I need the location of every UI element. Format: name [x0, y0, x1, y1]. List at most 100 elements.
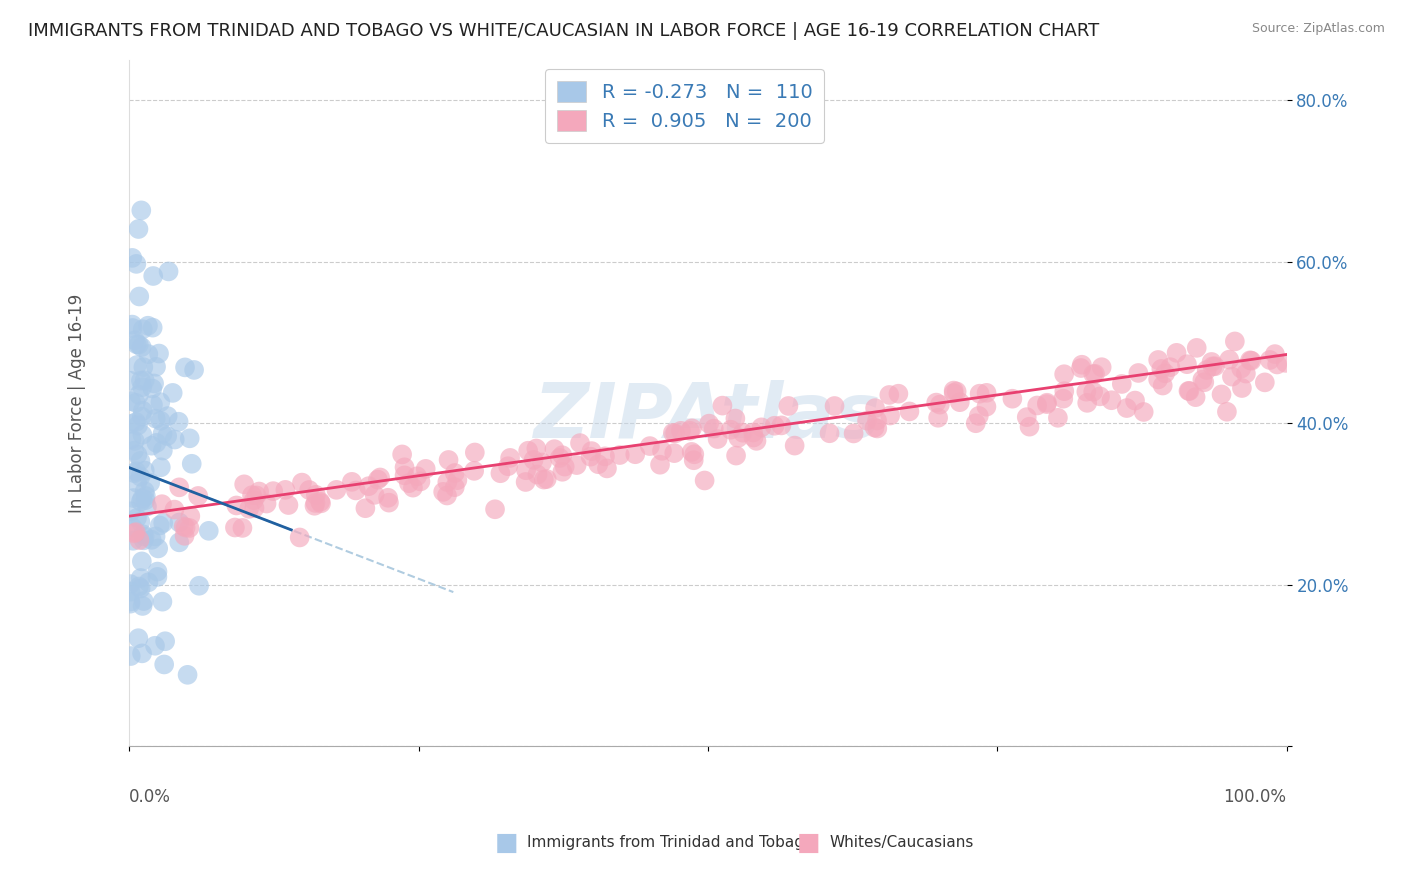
- Point: [523, 453, 546, 467]
- Point: [132, 404, 155, 418]
- Text: 0.0%: 0.0%: [129, 788, 172, 805]
- Point: [149, 518, 172, 533]
- Point: [125, 358, 148, 372]
- Point: [969, 386, 991, 401]
- Point: [569, 436, 592, 450]
- Point: [1204, 359, 1226, 374]
- Point: [305, 488, 328, 502]
- Point: [548, 450, 571, 465]
- Point: [409, 475, 432, 489]
- Point: [1166, 346, 1188, 360]
- Point: [877, 388, 900, 402]
- Point: [1070, 358, 1092, 372]
- Point: [1234, 367, 1257, 381]
- Point: [1091, 360, 1114, 375]
- Point: [169, 516, 191, 530]
- Point: [1220, 369, 1243, 384]
- Point: [1195, 363, 1218, 377]
- Point: [245, 488, 267, 502]
- Point: [138, 347, 160, 361]
- Point: [145, 411, 167, 425]
- Point: [176, 668, 198, 682]
- Point: [125, 464, 148, 478]
- Point: [233, 477, 256, 491]
- Point: [898, 404, 921, 418]
- Point: [274, 483, 297, 497]
- Point: [163, 502, 186, 516]
- Point: [121, 520, 143, 534]
- Point: [309, 494, 332, 508]
- Point: [238, 501, 260, 516]
- Point: [942, 384, 965, 398]
- Point: [247, 484, 270, 499]
- Point: [132, 594, 155, 608]
- Point: [141, 439, 163, 453]
- Point: [152, 516, 174, 530]
- Point: [1088, 389, 1111, 403]
- Point: [588, 457, 610, 471]
- Point: [145, 435, 167, 450]
- Point: [443, 466, 465, 480]
- Point: [783, 439, 806, 453]
- Point: [149, 395, 172, 409]
- Point: [1159, 360, 1181, 375]
- Point: [121, 318, 143, 332]
- Point: [1053, 384, 1076, 399]
- Point: [1036, 395, 1059, 409]
- Point: [638, 439, 661, 453]
- Legend: R = -0.273   N =  110, R =  0.905   N =  200: R = -0.273 N = 110, R = 0.905 N = 200: [546, 70, 824, 143]
- Point: [125, 337, 148, 351]
- Point: [976, 385, 998, 400]
- Point: [402, 481, 425, 495]
- Point: [243, 493, 266, 508]
- Point: [596, 461, 619, 475]
- Point: [1015, 410, 1038, 425]
- Point: [711, 399, 734, 413]
- Point: [669, 424, 692, 438]
- Point: [224, 520, 246, 534]
- Point: [856, 414, 879, 428]
- Point: [128, 289, 150, 303]
- Point: [363, 488, 385, 502]
- Point: [463, 464, 485, 478]
- Point: [325, 483, 347, 497]
- Point: [446, 473, 468, 487]
- Point: [125, 415, 148, 429]
- Point: [842, 426, 865, 441]
- Point: [120, 648, 142, 663]
- Point: [818, 426, 841, 441]
- Point: [526, 467, 548, 482]
- Point: [1223, 334, 1246, 349]
- Text: Immigrants from Trinidad and Tobago: Immigrants from Trinidad and Tobago: [527, 836, 814, 850]
- Point: [1018, 419, 1040, 434]
- Point: [1076, 384, 1098, 399]
- Point: [143, 376, 166, 391]
- Point: [378, 495, 401, 509]
- Point: [231, 521, 253, 535]
- Point: [551, 465, 574, 479]
- Point: [135, 489, 157, 503]
- Point: [1036, 397, 1059, 411]
- Point: [129, 494, 152, 508]
- Point: [778, 399, 800, 413]
- Point: [145, 359, 167, 374]
- Text: ■: ■: [495, 831, 517, 855]
- Point: [1230, 361, 1253, 376]
- Point: [129, 454, 152, 468]
- Point: [703, 422, 725, 436]
- Point: [464, 445, 486, 459]
- Point: [153, 657, 176, 672]
- Point: [142, 268, 165, 283]
- Point: [1239, 353, 1261, 368]
- Point: [127, 448, 149, 462]
- Point: [693, 474, 716, 488]
- Point: [145, 529, 167, 543]
- Point: [173, 529, 195, 543]
- Point: [1211, 387, 1233, 401]
- Point: [142, 320, 165, 334]
- Point: [517, 443, 540, 458]
- Point: [367, 473, 389, 487]
- Point: [304, 496, 326, 510]
- Point: [681, 445, 703, 459]
- Point: [727, 431, 749, 445]
